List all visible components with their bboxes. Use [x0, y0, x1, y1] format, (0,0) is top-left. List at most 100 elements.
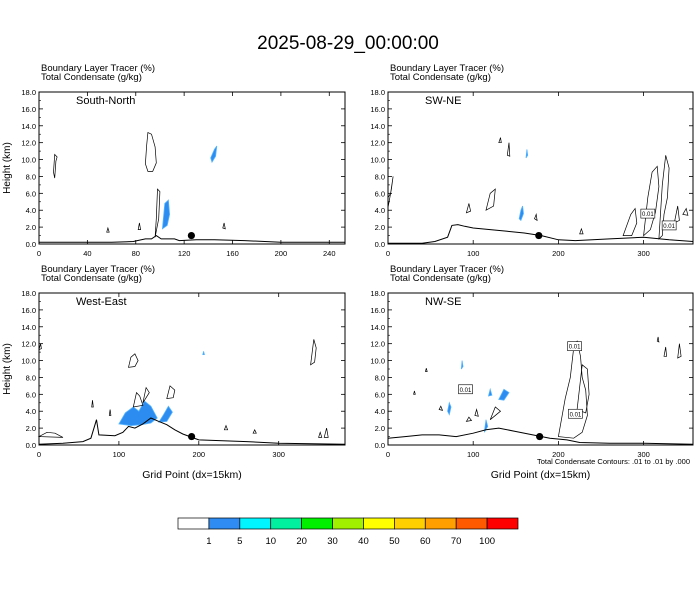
panel-label: South-North — [76, 95, 135, 107]
colorbar-swatch — [332, 517, 364, 530]
contour-label: 0.01 — [460, 388, 472, 394]
contour-label: 0.01 — [663, 224, 675, 230]
chart-panel: Boundary Layer Tracer (%)Total Condensat… — [370, 264, 694, 481]
y-tick-label: 18.0 — [21, 88, 36, 97]
colorbar-label: 30 — [327, 536, 338, 547]
panel-title-line1: Boundary Layer Tracer (%) — [41, 63, 155, 74]
terrain-line — [39, 234, 345, 243]
y-tick-label: 12.0 — [21, 139, 36, 148]
tracer-shading — [460, 360, 464, 370]
y-tick-label: 4.0 — [375, 206, 385, 215]
y-tick-label: 6.0 — [26, 189, 36, 198]
y-tick-label: 16.0 — [370, 105, 385, 114]
tracer-shading — [158, 405, 173, 423]
condensate-contour — [318, 431, 323, 438]
colorbar-label: 10 — [265, 536, 276, 547]
contour-label: 0.01 — [642, 212, 654, 218]
panel-title-line2: Total Condensate (g/kg) — [41, 273, 142, 284]
x-tick-label: 200 — [193, 450, 206, 459]
panel-label: SW-NE — [425, 95, 461, 107]
tracer-shading — [202, 351, 205, 356]
x-tick-label: 240 — [323, 249, 336, 258]
y-tick-label: 14.0 — [370, 323, 385, 332]
x-tick-label: 300 — [637, 450, 650, 459]
y-axis-label: Height (km) — [2, 343, 13, 395]
y-tick-label: 18.0 — [370, 289, 385, 298]
y-tick-label: 2.0 — [26, 223, 36, 232]
location-marker — [188, 432, 196, 441]
condensate-contour — [38, 343, 42, 351]
plot-frame — [387, 292, 694, 446]
y-tick-label: 18.0 — [21, 289, 36, 298]
condensate-contour — [413, 390, 416, 395]
colorbar-swatch — [363, 517, 395, 530]
x-tick-label: 100 — [467, 249, 480, 258]
tracer-shading — [118, 400, 158, 427]
y-tick-label: 14.0 — [21, 122, 36, 131]
plot-frame — [38, 292, 346, 446]
condensate-contour — [489, 406, 502, 420]
condensate-contour — [579, 227, 584, 235]
x-tick-label: 100 — [113, 450, 126, 459]
terrain-line — [387, 427, 694, 445]
chart-panel: Boundary Layer Tracer (%)Total Condensat… — [370, 63, 694, 258]
condensate-contour — [310, 339, 317, 366]
terrain-line — [388, 224, 694, 244]
tracer-shading — [498, 388, 510, 401]
condensate-contour — [474, 408, 479, 417]
condensate-contour — [53, 153, 58, 179]
panel-title-line1: Boundary Layer Tracer (%) — [390, 264, 504, 275]
tracer-shading — [487, 387, 493, 397]
terrain-line — [38, 417, 346, 445]
panels-group: Boundary Layer Tracer (%) Total Condensat… — [2, 63, 694, 481]
location-marker — [535, 231, 543, 240]
y-tick-label: 14.0 — [21, 323, 36, 332]
condensate-contour — [142, 386, 150, 403]
panel-label: West-East — [76, 296, 127, 308]
y-tick-label: 16.0 — [370, 306, 385, 315]
y-tick-label: 16.0 — [21, 105, 36, 114]
y-tick-label: 0.0 — [375, 240, 385, 249]
y-tick-label: 2.0 — [26, 424, 36, 433]
y-tick-label: 4.0 — [375, 407, 385, 416]
condensate-contour — [576, 364, 590, 414]
condensate-contour — [534, 213, 538, 222]
contour-label-box — [458, 384, 473, 395]
colorbar: 1 5 10 20 30 40 50 60 70 100 — [177, 517, 519, 547]
x-tick-label: 100 — [467, 450, 480, 459]
x-tick-label: 0 — [37, 450, 41, 459]
condensate-contour — [506, 142, 511, 157]
contour-label-box — [567, 341, 582, 352]
y-tick-label: 16.0 — [21, 306, 36, 315]
y-tick-label: 10.0 — [370, 156, 385, 165]
contour-label-box — [640, 208, 656, 219]
condensate-contour — [166, 385, 176, 400]
colorbar-label: 40 — [358, 536, 369, 547]
x-tick-label: 160 — [226, 249, 239, 258]
y-tick-label: 18.0 — [370, 88, 385, 97]
condensate-contour — [37, 431, 64, 438]
colorbar-label: 1 — [206, 536, 211, 547]
condensate-contour — [465, 203, 472, 214]
condensate-contour — [465, 416, 473, 422]
y-tick-label: 6.0 — [375, 189, 385, 198]
y-tick-label: 14.0 — [370, 122, 385, 131]
colorbar-swatch — [394, 517, 426, 530]
condensate-contour — [222, 222, 226, 230]
y-tick-label: 4.0 — [26, 206, 36, 215]
condensate-contour — [656, 336, 660, 343]
contour-label: 0.01 — [570, 412, 582, 418]
y-axis-label: Height (km) — [2, 142, 13, 194]
condensate-contour — [145, 131, 157, 172]
chart-panel: Boundary Layer Tracer (%)Total Condensat… — [2, 264, 346, 481]
y-tick-label: 8.0 — [26, 373, 36, 382]
plot-frame — [38, 91, 346, 245]
condensate-contour — [622, 207, 638, 236]
colorbar-label: 70 — [451, 536, 462, 547]
colorbar-swatch — [208, 517, 241, 530]
condensate-contour — [128, 353, 139, 368]
y-tick-label: 12.0 — [21, 340, 36, 349]
x-tick-label: 300 — [272, 450, 285, 459]
colorbar-swatch — [486, 517, 519, 530]
x-axis-label: Grid Point (dx=15km) — [491, 469, 591, 481]
